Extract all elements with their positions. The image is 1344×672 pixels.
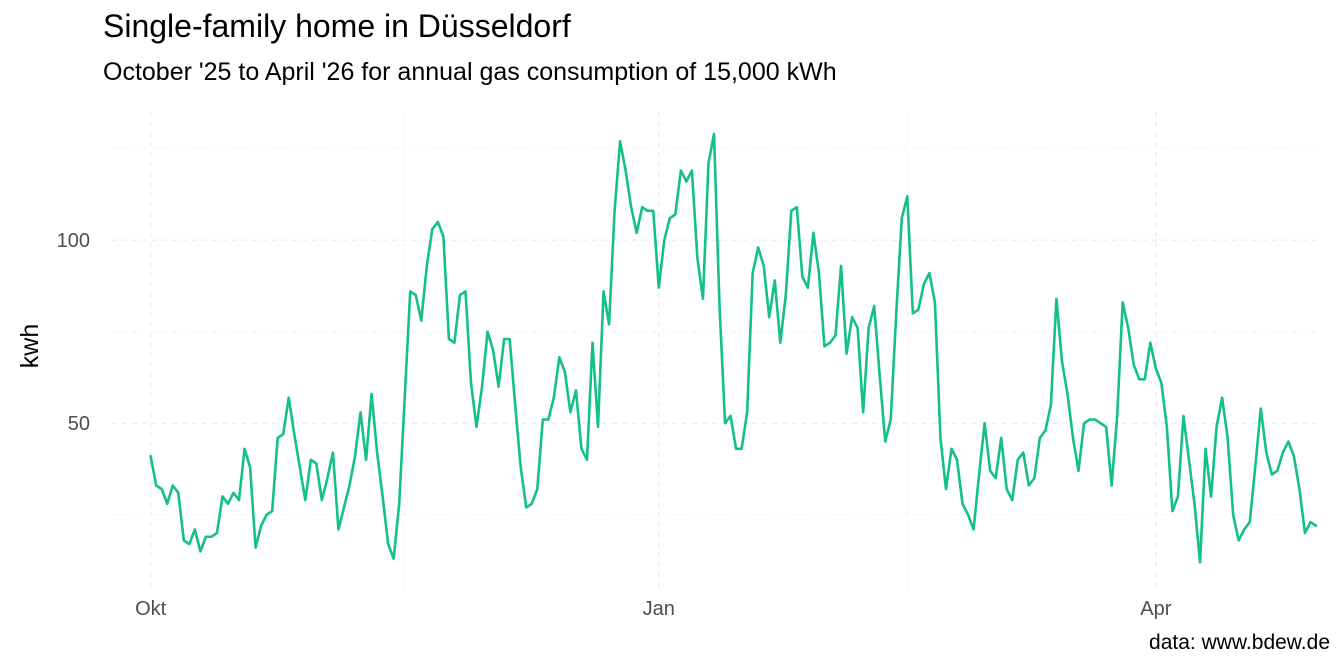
- y-tick-labels: 50 100: [57, 230, 90, 435]
- y-axis-title: kwh: [16, 324, 44, 368]
- x-tick-label: Jan: [643, 598, 675, 620]
- y-tick-label: 100: [57, 230, 90, 252]
- series-line: [149, 132, 1318, 564]
- chart-caption: data: www.bdew.de: [1149, 631, 1330, 654]
- x-tick-label: Apr: [1140, 598, 1171, 620]
- chart-title: Single-family home in Düsseldorf: [103, 8, 571, 44]
- x-tick-label: Okt: [135, 598, 167, 620]
- y-tick-label: 50: [68, 413, 90, 435]
- x-tick-labels: Okt Jan Apr: [135, 598, 1172, 620]
- grid-lines: [112, 112, 1316, 588]
- series-group: [149, 132, 1318, 564]
- chart-subtitle: October '25 to April '26 for annual gas …: [103, 58, 837, 86]
